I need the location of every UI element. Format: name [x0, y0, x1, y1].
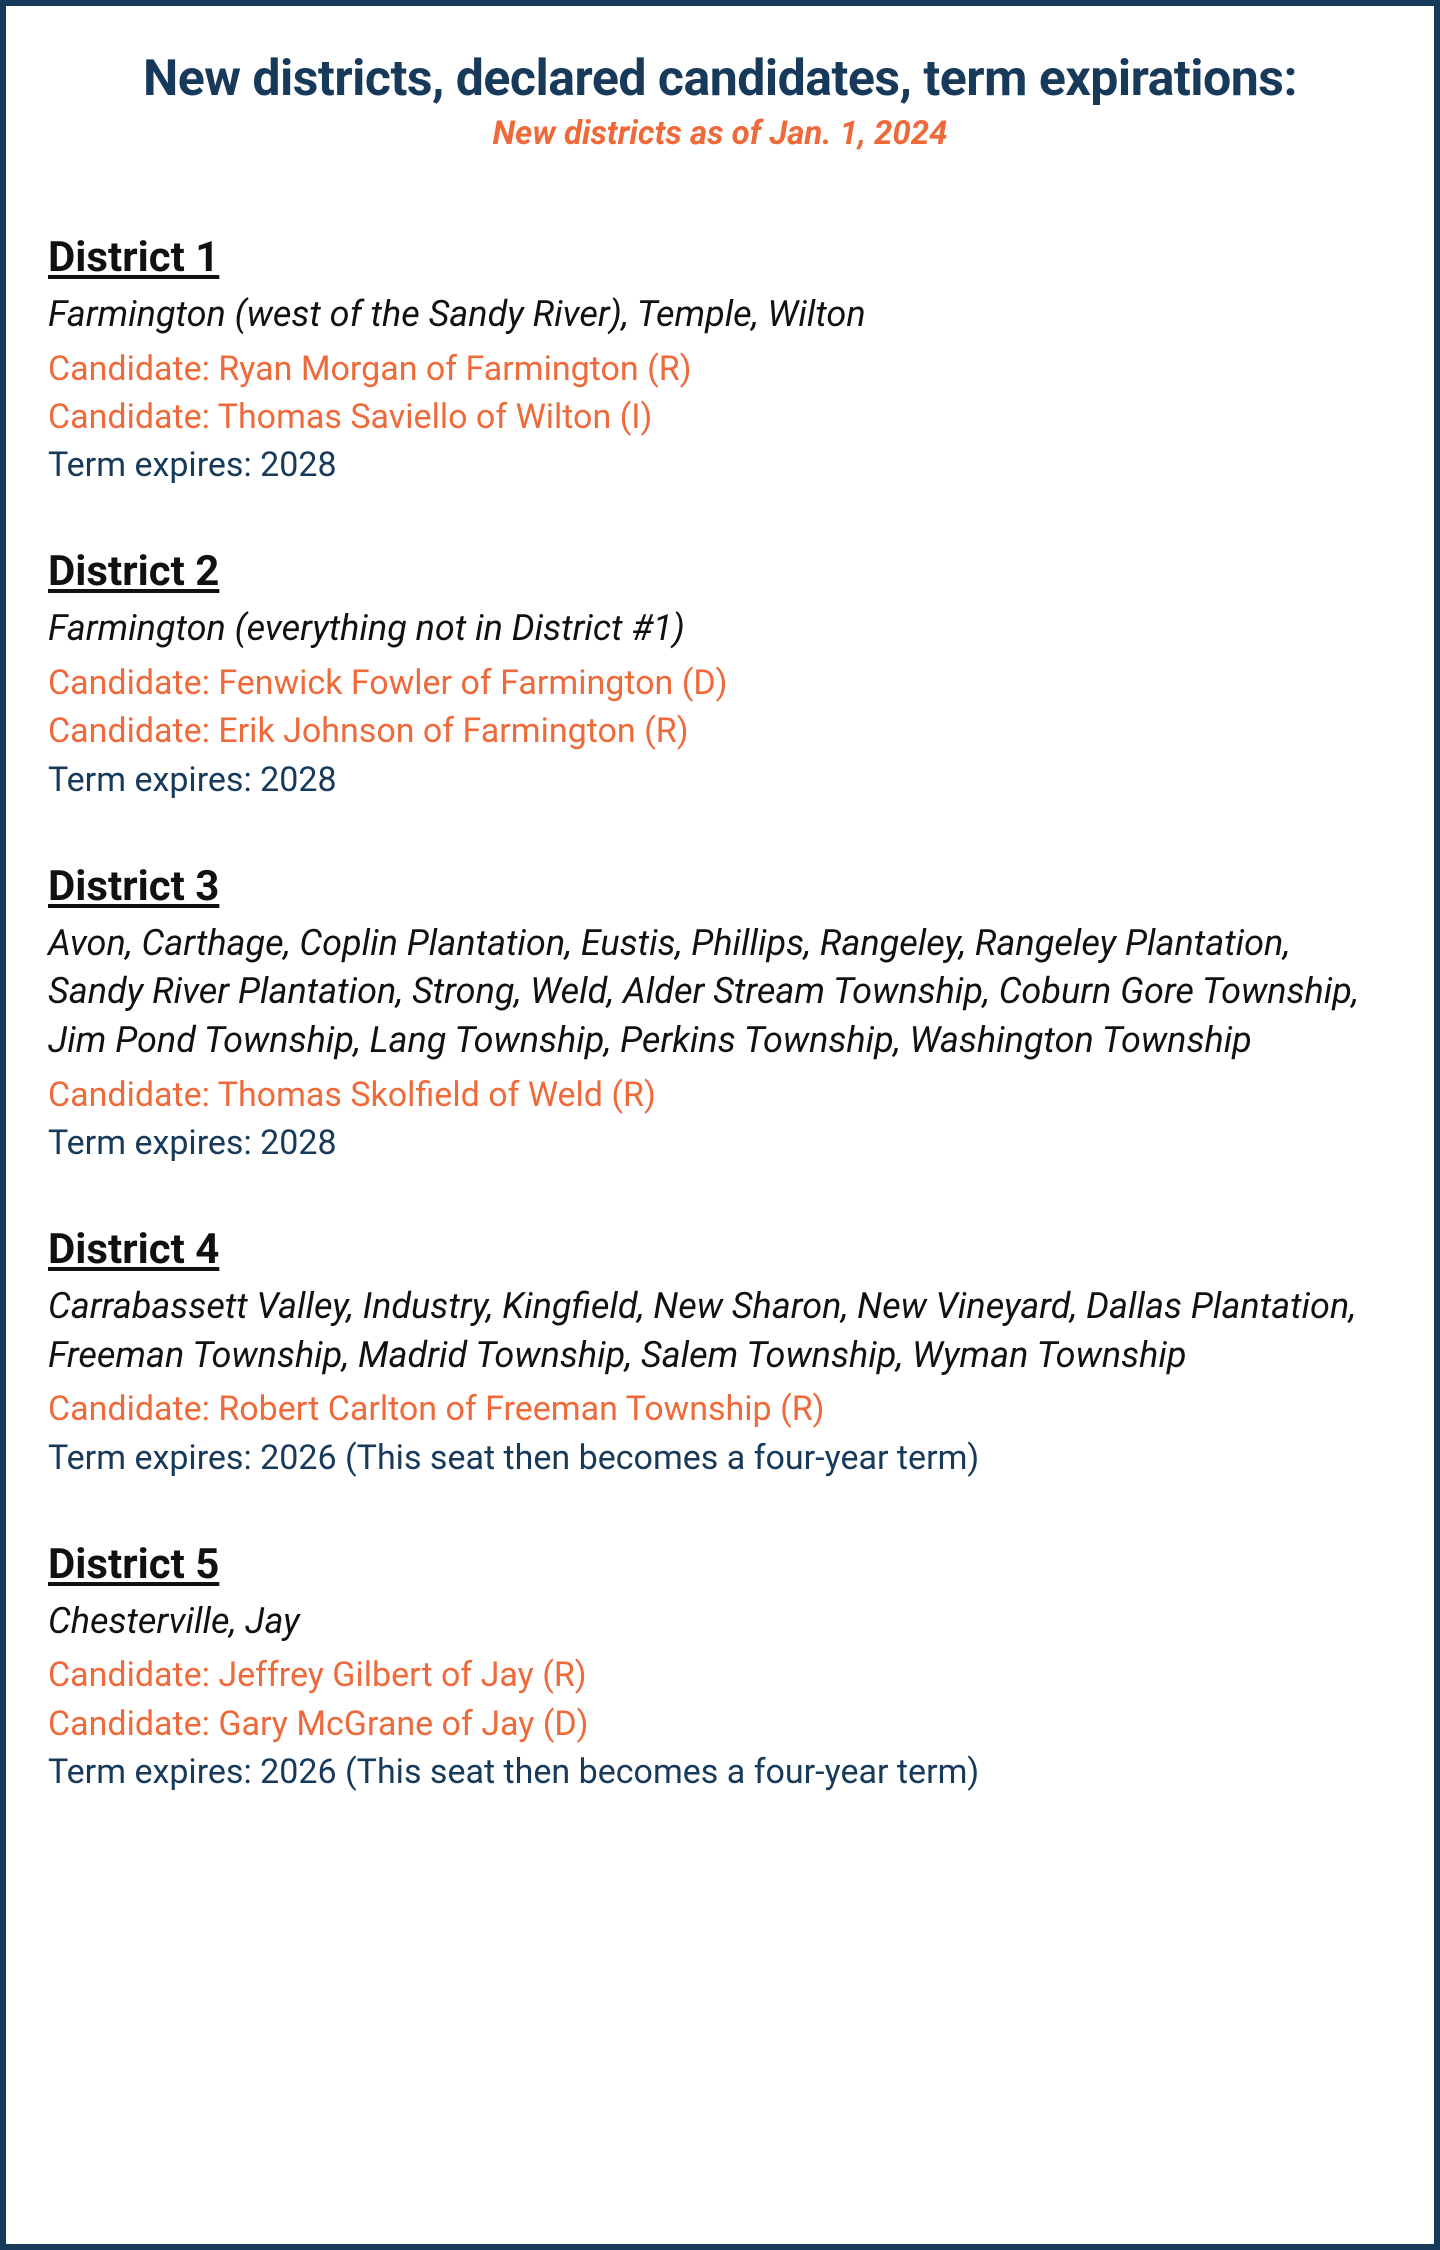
district-candidate: Candidate: Fenwick Fowler of Farmington … — [48, 659, 1392, 707]
district-candidate: Candidate: Ryan Morgan of Farmington (R) — [48, 345, 1392, 393]
document-page: New districts, declared candidates, term… — [0, 0, 1440, 2250]
district-term: Term expires: 2028 — [48, 1119, 1392, 1167]
page-subtitle: New districts as of Jan. 1, 2024 — [48, 114, 1392, 153]
district-name: District 4 — [48, 1225, 1392, 1274]
district-block: District 2 Farmington (everything not in … — [48, 547, 1392, 803]
district-description: Farmington (west of the Sandy River), Te… — [48, 290, 1392, 339]
district-name: District 2 — [48, 547, 1392, 596]
district-term: Term expires: 2026 (This seat then becom… — [48, 1434, 1392, 1482]
district-block: District 4 Carrabassett Valley, Industry,… — [48, 1225, 1392, 1482]
district-term: Term expires: 2026 (This seat then becom… — [48, 1748, 1392, 1796]
district-description: Farmington (everything not in District #… — [48, 604, 1392, 653]
district-name: District 3 — [48, 862, 1392, 911]
district-name: District 1 — [48, 233, 1392, 282]
page-title: New districts, declared candidates, term… — [48, 50, 1392, 108]
district-term: Term expires: 2028 — [48, 756, 1392, 804]
district-candidate: Candidate: Erik Johnson of Farmington (R… — [48, 707, 1392, 755]
district-description: Avon, Carthage, Coplin Plantation, Eusti… — [48, 919, 1392, 1065]
district-block: District 3 Avon, Carthage, Coplin Plantat… — [48, 862, 1392, 1167]
district-name: District 5 — [48, 1540, 1392, 1589]
district-candidate: Candidate: Thomas Saviello of Wilton (I) — [48, 393, 1392, 441]
districts-list: District 1 Farmington (west of the Sandy … — [48, 233, 1392, 1796]
district-term: Term expires: 2028 — [48, 441, 1392, 489]
district-candidate: Candidate: Gary McGrane of Jay (D) — [48, 1700, 1392, 1748]
district-description: Chesterville, Jay — [48, 1597, 1392, 1646]
district-candidate: Candidate: Jeffrey Gilbert of Jay (R) — [48, 1651, 1392, 1699]
district-candidate: Candidate: Robert Carlton of Freeman Tow… — [48, 1385, 1392, 1433]
district-candidate: Candidate: Thomas Skolfield of Weld (R) — [48, 1071, 1392, 1119]
district-description: Carrabassett Valley, Industry, Kingfield… — [48, 1282, 1392, 1379]
district-block: District 1 Farmington (west of the Sandy … — [48, 233, 1392, 489]
district-block: District 5 Chesterville, Jay Candidate: Je… — [48, 1540, 1392, 1796]
